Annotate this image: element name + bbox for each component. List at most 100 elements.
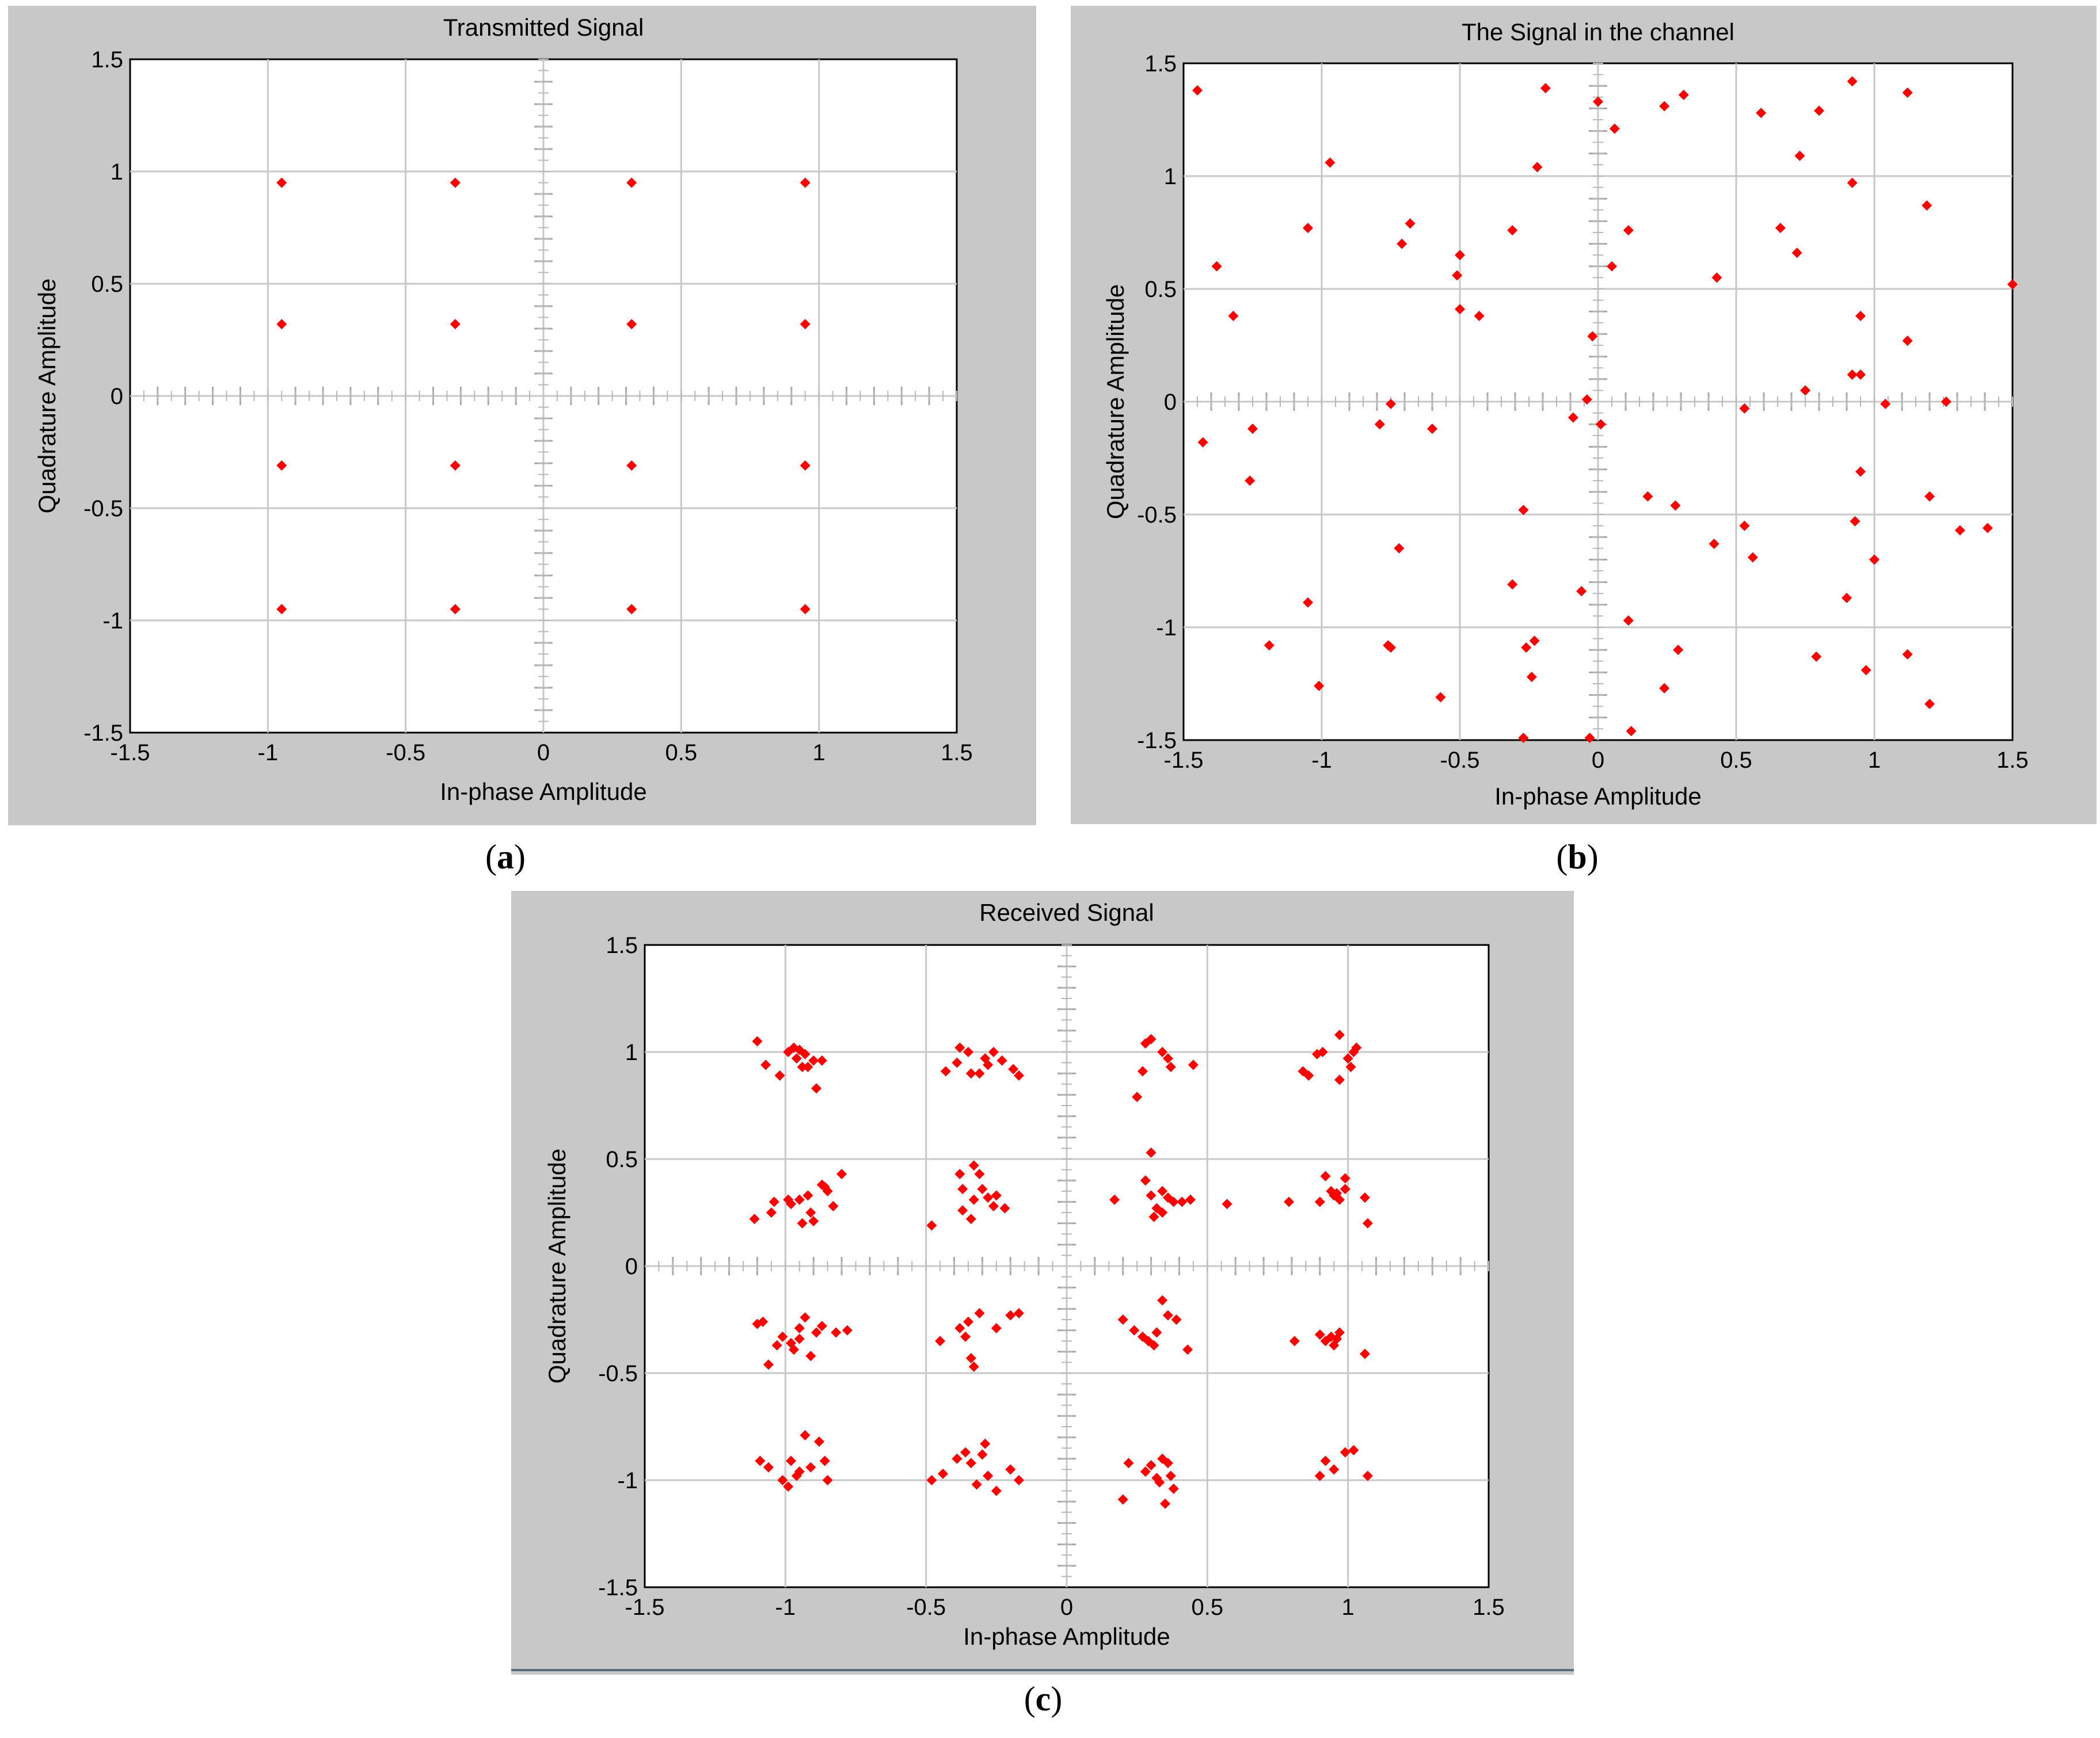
- chart-a-svg: -1.5-1.5 -1 -1 -0.5 -0.5 0 0 0.5 0.5 1 1 1.5 1.5 Tran…: [33, 14, 973, 805]
- data-point: [1518, 505, 1529, 516]
- data-point: [1162, 1310, 1173, 1321]
- data-point: [974, 1308, 985, 1318]
- data-point: [749, 1214, 760, 1225]
- x-tick-label: -0.5: [386, 740, 425, 765]
- data-point: [980, 1438, 991, 1449]
- x-tick-label: -0.5: [1440, 748, 1480, 773]
- data-point: [965, 1214, 976, 1225]
- x-tick-label: -1: [1311, 748, 1332, 773]
- y-tick-label: -1: [1156, 615, 1177, 641]
- caption-c: (c): [1024, 1680, 1063, 1718]
- data-point: [1739, 520, 1750, 531]
- data-point: [1314, 680, 1325, 691]
- data-point: [276, 177, 287, 188]
- data-point: [954, 1169, 965, 1180]
- data-point: [1188, 1059, 1199, 1070]
- data-point: [1345, 1062, 1356, 1073]
- data-point: [965, 1458, 976, 1469]
- data-point: [1192, 85, 1203, 96]
- data-point: [1359, 1192, 1370, 1203]
- chart-title: The Signal in the channel: [1462, 18, 1734, 45]
- data-point: [813, 1436, 824, 1447]
- data-point: [1340, 1173, 1350, 1184]
- x-axis-label: In-phase Amplitude: [1494, 783, 1702, 810]
- data-point: [963, 1047, 973, 1057]
- data-point: [800, 1049, 811, 1059]
- data-point: [968, 1160, 979, 1171]
- y-tick-label: 1.5: [91, 47, 123, 73]
- data-point: [1850, 516, 1861, 527]
- data-point: [811, 1083, 822, 1094]
- data-point: [1342, 1053, 1353, 1064]
- y-tick-label: -1: [102, 608, 123, 634]
- data-point: [1157, 1047, 1168, 1057]
- data-point: [794, 1322, 805, 1333]
- data-point: [1455, 250, 1465, 261]
- data-point: [769, 1196, 779, 1207]
- data-point: [1581, 394, 1592, 405]
- data-point: [974, 1169, 985, 1180]
- panel-c-bottom-border: [511, 1669, 1574, 1671]
- data-point: [1008, 1064, 1019, 1074]
- x-tick-label: 0: [537, 740, 550, 765]
- data-point: [800, 1312, 811, 1323]
- data-point: [777, 1475, 788, 1485]
- data-point: [1329, 1190, 1340, 1201]
- data-point: [752, 1318, 763, 1329]
- data-point: [1151, 1203, 1162, 1214]
- data-point: [1013, 1475, 1024, 1485]
- data-point: [1157, 1295, 1168, 1306]
- data-point: [783, 1481, 794, 1492]
- data-point: [2007, 279, 2018, 290]
- data-point: [1595, 419, 1606, 430]
- data-point: [977, 1184, 988, 1195]
- data-point: [1222, 1199, 1232, 1210]
- data-point: [1140, 1466, 1151, 1477]
- data-point: [1529, 635, 1540, 646]
- data-point: [822, 1475, 833, 1485]
- data-point: [1165, 1062, 1176, 1073]
- data-point: [816, 1321, 827, 1332]
- data-point: [1005, 1464, 1016, 1475]
- data-point: [1902, 87, 1913, 98]
- data-point: [450, 460, 461, 471]
- data-point: [831, 1327, 842, 1338]
- data-point: [1162, 1053, 1173, 1064]
- y-tick-label: 0.5: [91, 272, 123, 297]
- data-point: [1314, 1329, 1325, 1340]
- data-point: [1228, 311, 1239, 322]
- x-tick-label: -1: [258, 740, 279, 765]
- data-point: [1162, 1458, 1173, 1469]
- data-point: [1171, 1314, 1182, 1325]
- data-point: [1013, 1070, 1024, 1081]
- data-point: [1146, 1190, 1156, 1201]
- data-point: [760, 1059, 771, 1070]
- data-point: [1013, 1308, 1024, 1318]
- y-tick-label: -0.5: [598, 1361, 638, 1386]
- y-tick-label: 1.5: [1144, 51, 1177, 77]
- data-point: [999, 1203, 1010, 1214]
- data-point: [960, 1331, 971, 1342]
- data-point: [1146, 1459, 1156, 1470]
- data-point: [450, 319, 461, 330]
- x-tick-label: 1.5: [1996, 748, 2029, 773]
- data-point: [1264, 640, 1275, 651]
- data-point: [1157, 1207, 1168, 1218]
- data-point: [842, 1325, 853, 1336]
- data-point: [1148, 1340, 1159, 1351]
- x-tick-label: -1.5: [625, 1595, 665, 1620]
- data-point: [1587, 331, 1598, 342]
- data-point: [1521, 642, 1532, 653]
- data-point: [983, 1470, 994, 1481]
- data-point: [1348, 1444, 1359, 1455]
- data-point: [1526, 672, 1537, 683]
- data-point: [1455, 304, 1465, 315]
- data-point: [991, 1485, 1002, 1496]
- data-point: [1954, 525, 1965, 536]
- data-point: [1311, 1049, 1322, 1059]
- y-tick-label: 0.5: [1144, 277, 1177, 302]
- data-point: [1642, 491, 1653, 502]
- chart-panel-c: -1.5 -1.5 -1 -1 -0.5 -0.5 0 0 0.5 0.5 1 1 1.5 1.5 Rece…: [511, 891, 1574, 1675]
- data-point: [963, 1316, 973, 1327]
- x-tick-label: 0.5: [665, 740, 698, 765]
